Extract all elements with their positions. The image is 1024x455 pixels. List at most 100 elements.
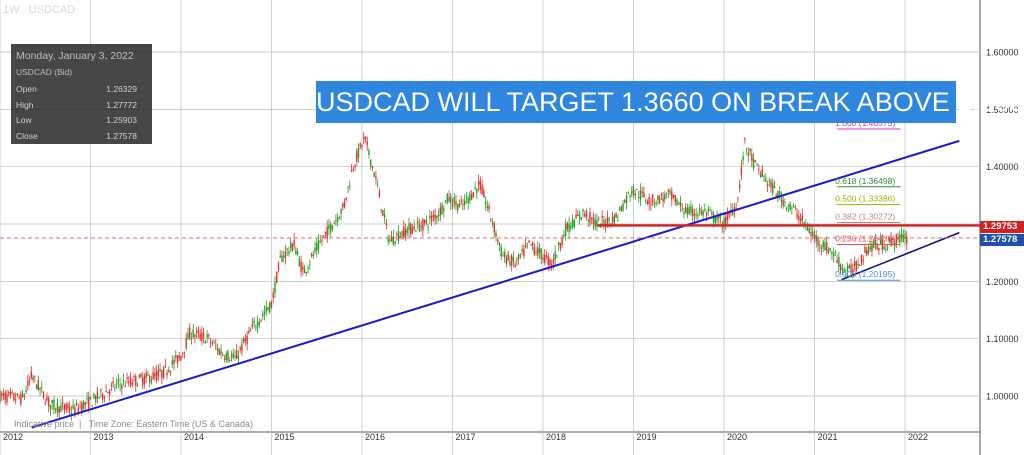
candle-body	[782, 200, 784, 206]
candle-body	[60, 405, 62, 413]
candle-body	[70, 412, 73, 414]
candle-body	[408, 223, 410, 231]
candle-body	[629, 196, 631, 198]
candle-body	[432, 214, 435, 218]
ohlc-row-close: Close 1.27578	[16, 129, 147, 145]
candle-body	[176, 355, 179, 364]
candle-body	[310, 253, 313, 256]
candle-body	[904, 233, 906, 239]
candle-body	[48, 398, 50, 407]
candle-body	[495, 232, 497, 237]
candle-body	[568, 223, 570, 233]
candle-body	[244, 338, 247, 341]
candle-body	[674, 195, 676, 203]
candle-body	[349, 185, 351, 187]
candle-body	[103, 397, 106, 399]
candle-body	[23, 395, 26, 398]
candle-body	[382, 209, 384, 216]
ohlc-label: Low	[16, 115, 32, 125]
candle-body	[14, 398, 17, 401]
candle-body	[169, 371, 172, 373]
candle-body	[422, 219, 424, 231]
trendline-minor	[841, 231, 960, 281]
candle-body	[307, 267, 309, 270]
candle-body	[272, 292, 274, 298]
candle-body	[8, 391, 10, 394]
candle-body	[63, 404, 66, 410]
candle-body	[789, 202, 791, 210]
candle-body	[309, 264, 311, 266]
ohlc-panel: Monday, January 3, 2022 USDCAD (Bid) Ope…	[11, 44, 152, 144]
y-tick-label: 1.60000	[986, 48, 1019, 58]
candle-body	[368, 150, 370, 155]
x-tick-label: 2017	[456, 432, 476, 442]
candle-body	[855, 261, 857, 271]
ohlc-label: Open	[16, 84, 37, 94]
candle-body	[148, 375, 151, 383]
candle-body	[813, 234, 816, 238]
candle-body	[799, 218, 802, 222]
candle-body	[491, 223, 494, 225]
candle-body	[737, 197, 739, 199]
candle-body	[512, 257, 515, 262]
candle-body	[867, 246, 870, 254]
candle-body	[56, 403, 59, 413]
candle-body	[526, 243, 529, 245]
candle-body	[229, 360, 231, 362]
candle-body	[93, 393, 95, 399]
candle-body	[549, 259, 551, 266]
candle-body	[222, 354, 224, 356]
candle-body	[403, 226, 405, 238]
candle-body	[594, 219, 596, 228]
candle-body	[423, 219, 426, 223]
candle-body	[58, 407, 60, 413]
candle-body	[566, 222, 569, 230]
candle-body	[128, 381, 130, 383]
candle-body	[444, 200, 447, 202]
candle-body	[248, 330, 250, 333]
candle-body	[150, 379, 153, 381]
candle-body	[350, 170, 353, 172]
candle-body	[88, 396, 90, 409]
candle-body	[484, 201, 487, 205]
candle-body	[223, 358, 226, 360]
candle-body	[370, 159, 372, 167]
candle-body	[436, 215, 438, 219]
candle-body	[587, 220, 589, 222]
candle-body	[115, 382, 118, 385]
candle-body	[803, 221, 805, 225]
candle-body	[249, 330, 252, 332]
candle-body	[44, 402, 46, 404]
candle-body	[798, 215, 800, 220]
candle-body	[1, 393, 3, 396]
candle-body	[54, 409, 57, 411]
candle-body	[162, 366, 165, 379]
candle-body	[126, 377, 128, 379]
candle-body	[874, 240, 877, 245]
candle-body	[185, 337, 187, 349]
candle-body	[618, 208, 621, 210]
candle-body	[726, 213, 729, 221]
candle-body	[375, 176, 377, 179]
candle-body	[658, 197, 661, 204]
candle-body	[46, 397, 48, 401]
candle-body	[378, 190, 381, 198]
candle-body	[801, 215, 804, 221]
candle-body	[329, 223, 332, 233]
candle-body	[411, 227, 414, 233]
candle-body	[848, 265, 851, 269]
candle-body	[20, 393, 22, 405]
candle-body	[691, 208, 694, 216]
candle-body	[27, 380, 29, 387]
candle-body	[138, 374, 140, 378]
candle-body	[129, 377, 132, 385]
candle-body	[900, 233, 903, 239]
candle-body	[416, 221, 419, 224]
candle-body	[143, 375, 146, 384]
candle-body	[761, 169, 763, 177]
candle-body	[242, 338, 245, 344]
candle-body	[319, 241, 321, 243]
candle-body	[747, 152, 750, 156]
